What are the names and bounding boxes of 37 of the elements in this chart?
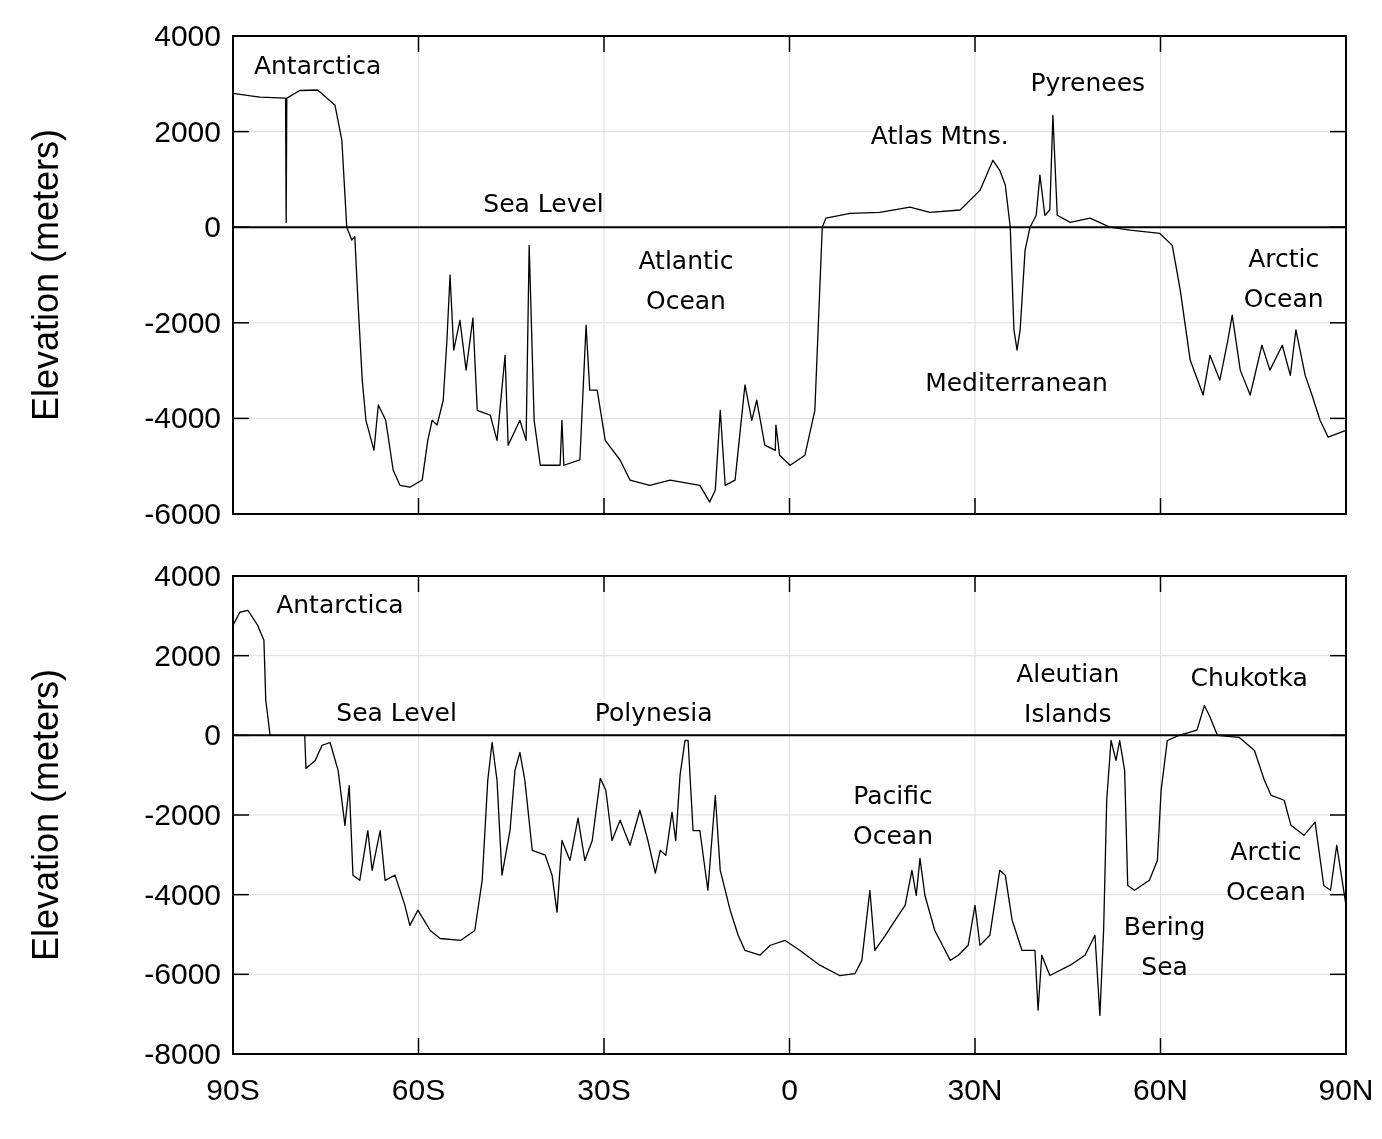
annotation: Pyrenees — [1030, 67, 1146, 97]
y-axis-title: Elevation (meters) — [25, 668, 66, 962]
annotation: Polynesia — [594, 698, 713, 728]
annotation: Bering Sea — [1123, 911, 1206, 981]
y-tick-label: -4000 — [144, 877, 221, 911]
annotation: Antarctica — [276, 590, 404, 620]
y-tick-label: -8000 — [144, 1037, 221, 1070]
annotation: Sea Level — [336, 698, 457, 728]
y-tick-label: -4000 — [144, 401, 221, 435]
x-tick-label: 30S — [577, 1073, 631, 1106]
y-axis-title: Elevation (meters) — [25, 128, 66, 422]
annotation: Antarctica — [253, 51, 382, 81]
y-tick-label: 2000 — [154, 114, 221, 148]
y-tick-label: -6000 — [144, 497, 221, 530]
y-tick-label: -2000 — [144, 305, 221, 339]
x-tick-label: 0 — [781, 1073, 798, 1106]
annotation: Atlantic Ocean — [638, 245, 734, 315]
annotation: Atlas Mtns. — [870, 120, 1009, 150]
y-tick-label: 4000 — [154, 19, 221, 52]
annotation: Arctic Ocean — [1243, 243, 1324, 313]
annotation: Pacific Ocean — [853, 781, 933, 850]
y-tick-label: 0 — [204, 210, 221, 244]
annotation: Chukotka — [1190, 662, 1308, 692]
annotation: Aleutian Islands — [1016, 659, 1120, 729]
annotation: Sea Level — [483, 188, 604, 218]
annotation: Arctic Ocean — [1225, 836, 1306, 906]
y-tick-label: 4000 — [154, 559, 221, 592]
x-tick-label: 30N — [947, 1073, 1003, 1106]
y-tick-label: 2000 — [154, 638, 221, 672]
x-tick-label: 60S — [391, 1073, 446, 1106]
y-tick-label: -2000 — [144, 798, 221, 831]
x-tick-label: 90S — [206, 1073, 260, 1106]
annotation: Mediterranean — [925, 368, 1108, 398]
x-tick-label: 90N — [1318, 1073, 1374, 1106]
y-tick-label: -6000 — [144, 957, 221, 991]
x-tick-label: 60N — [1132, 1073, 1189, 1106]
y-tick-label: 0 — [204, 718, 221, 752]
